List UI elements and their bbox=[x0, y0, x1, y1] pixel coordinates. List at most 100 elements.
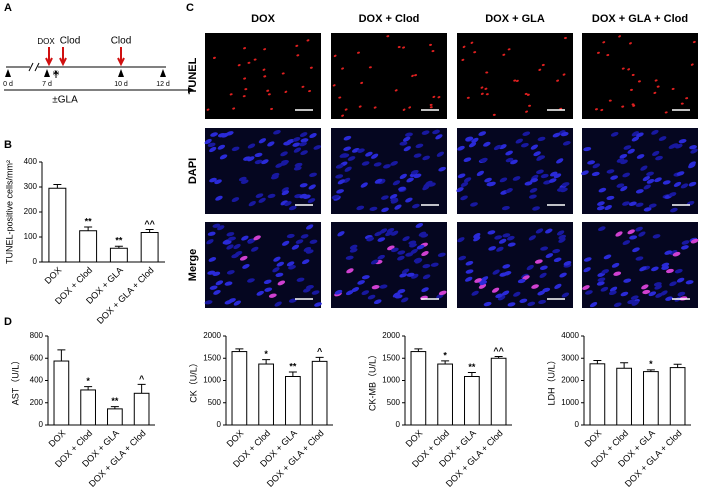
nucleus bbox=[231, 253, 240, 259]
error-bar bbox=[288, 371, 297, 377]
nucleus bbox=[642, 289, 651, 295]
nucleus bbox=[283, 141, 292, 146]
nucleus bbox=[558, 234, 567, 240]
nucleus bbox=[524, 181, 533, 186]
nucleus bbox=[280, 200, 288, 206]
nucleus bbox=[522, 131, 531, 136]
nucleus bbox=[397, 250, 406, 255]
nucleus bbox=[308, 90, 312, 93]
nucleus bbox=[219, 154, 228, 160]
nucleus bbox=[277, 280, 286, 286]
nucleus bbox=[478, 283, 487, 289]
nucleus bbox=[307, 198, 316, 204]
nucleus bbox=[347, 156, 356, 161]
nucleus bbox=[276, 261, 285, 267]
error-bar bbox=[620, 362, 629, 369]
nucleus bbox=[480, 92, 484, 95]
nucleus bbox=[677, 291, 686, 297]
nucleus bbox=[642, 175, 651, 182]
nucleus bbox=[430, 262, 439, 267]
nucleus bbox=[206, 239, 214, 245]
panel-label: D bbox=[4, 316, 12, 328]
nucleus bbox=[621, 105, 625, 108]
nucleus bbox=[501, 205, 510, 211]
nucleus bbox=[399, 272, 408, 278]
nucleus bbox=[680, 102, 684, 105]
nucleus bbox=[272, 267, 280, 273]
nucleus bbox=[295, 44, 299, 47]
nucleus bbox=[465, 136, 474, 141]
nucleus bbox=[437, 252, 446, 258]
nucleus bbox=[692, 40, 696, 44]
significance: ** bbox=[115, 236, 123, 246]
nucleus bbox=[507, 302, 516, 307]
nucleus bbox=[345, 290, 354, 296]
nucleus bbox=[247, 143, 256, 149]
nucleus bbox=[664, 111, 668, 114]
nucleus bbox=[313, 145, 322, 150]
nucleus bbox=[386, 35, 390, 38]
nucleus bbox=[217, 144, 226, 150]
nucleus bbox=[476, 170, 485, 177]
nucleus bbox=[583, 257, 592, 262]
nucleus bbox=[629, 235, 638, 240]
nucleus bbox=[299, 141, 307, 147]
image-bg bbox=[205, 33, 321, 119]
nucleus bbox=[456, 187, 464, 193]
nucleus bbox=[291, 244, 300, 250]
nucleus bbox=[397, 289, 406, 294]
nucleus bbox=[390, 197, 399, 202]
error-bar bbox=[441, 360, 450, 365]
nucleus bbox=[506, 235, 515, 241]
significance: * bbox=[649, 359, 653, 369]
nucleus bbox=[209, 146, 217, 153]
bar bbox=[133, 392, 150, 426]
significance: ^ bbox=[139, 374, 145, 384]
nucleus bbox=[366, 236, 375, 242]
nucleus bbox=[337, 231, 345, 237]
nucleus bbox=[390, 247, 399, 253]
nucleus bbox=[473, 51, 477, 54]
nucleus bbox=[473, 236, 481, 242]
error-bar bbox=[57, 349, 66, 362]
micrograph bbox=[457, 222, 573, 308]
hour-arrow bbox=[53, 70, 59, 78]
nucleus bbox=[418, 231, 427, 237]
nucleus bbox=[600, 286, 609, 292]
nucleus bbox=[499, 177, 508, 183]
nucleus bbox=[491, 287, 500, 293]
nucleus bbox=[215, 280, 224, 286]
significance: ** bbox=[85, 216, 93, 226]
nucleus bbox=[606, 54, 610, 57]
nucleus bbox=[349, 248, 358, 253]
nucleus bbox=[468, 142, 477, 148]
column-header: DOX bbox=[251, 13, 276, 25]
nucleus bbox=[536, 169, 544, 174]
nucleus bbox=[457, 145, 465, 151]
significance: * bbox=[264, 349, 268, 359]
nucleus bbox=[621, 67, 625, 70]
nucleus bbox=[688, 163, 696, 169]
nucleus bbox=[519, 298, 528, 303]
nucleus bbox=[390, 230, 399, 236]
arrow-head bbox=[188, 87, 194, 93]
y-tick-label: 1500 bbox=[382, 353, 400, 362]
nucleus bbox=[306, 39, 310, 42]
image-bg bbox=[457, 33, 573, 119]
nucleus bbox=[503, 271, 512, 276]
nucleus bbox=[261, 159, 269, 165]
nucleus bbox=[620, 291, 629, 297]
nucleus bbox=[432, 129, 440, 135]
panel-label: B bbox=[4, 139, 12, 151]
nucleus bbox=[365, 151, 373, 157]
nucleus bbox=[341, 67, 344, 70]
nucleus bbox=[344, 166, 352, 172]
nucleus bbox=[646, 179, 655, 184]
micrograph bbox=[582, 222, 699, 308]
nucleus bbox=[436, 151, 445, 157]
nucleus bbox=[652, 234, 661, 239]
nucleus bbox=[406, 177, 414, 183]
nucleus bbox=[537, 290, 545, 296]
nucleus bbox=[247, 278, 255, 283]
